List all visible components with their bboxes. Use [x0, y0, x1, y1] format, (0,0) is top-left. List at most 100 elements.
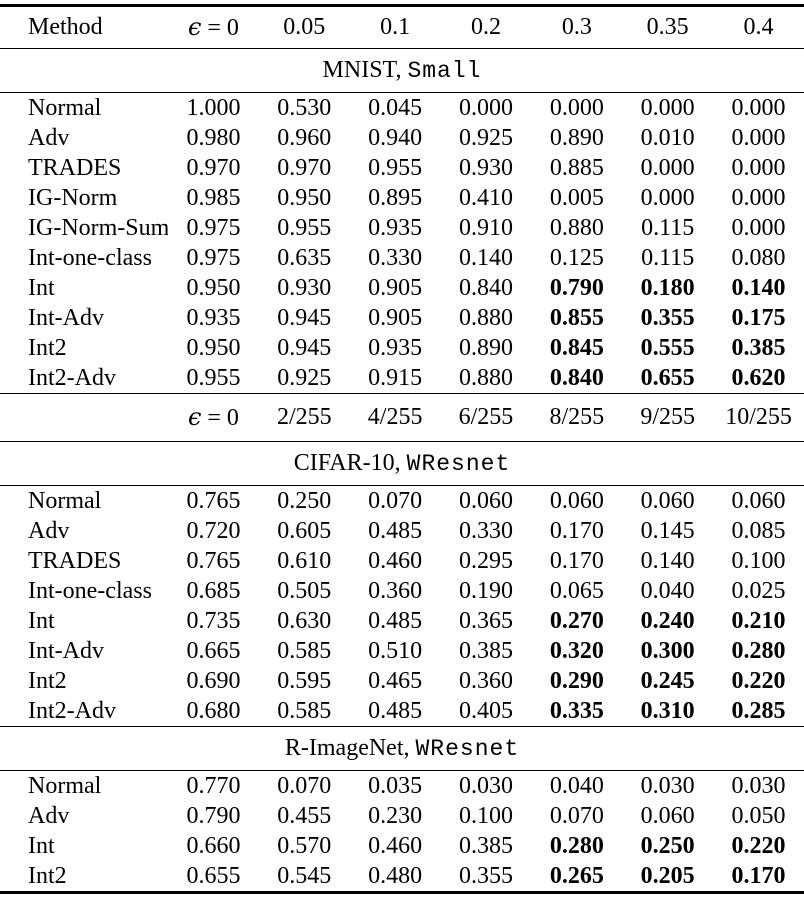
value-cell: 0.635: [277, 244, 332, 271]
table-row: Int 0.660 0.570 0.460 0.385 0.280 0.250 0.220: [0, 831, 804, 861]
epsilon-value: = 0: [201, 15, 239, 41]
epsilon-value: = 0: [201, 405, 239, 431]
table-row: Int-one-class 0.975 0.635 0.330 0.140 0.125 0.…: [0, 243, 804, 273]
value-cell: 0.610: [277, 547, 332, 574]
value-cell: 0.620: [731, 364, 786, 391]
epsilon-symbol: ϵ: [187, 403, 202, 431]
section-title: MNIST, Small: [0, 48, 804, 93]
value-cell: 0.935: [368, 214, 423, 241]
value-cell: 0.545: [277, 862, 332, 889]
value-cell: 0.040: [640, 577, 695, 604]
value-cell: 0.950: [186, 274, 241, 301]
table-row: Int-one-class 0.685 0.505 0.360 0.190 0.065 0.…: [0, 576, 804, 606]
value-cell: 0.385: [458, 832, 513, 859]
value-cell: 0.190: [458, 577, 513, 604]
value-cell: 0.460: [368, 547, 423, 574]
value-cell: 0.460: [368, 832, 423, 859]
section-title-row: MNIST, Small: [0, 48, 804, 93]
value-cell: 0.555: [640, 334, 695, 361]
value-cell: 0.765: [186, 547, 241, 574]
method-cell: TRADES: [28, 547, 122, 574]
header-row-2: ϵ = 0 2/255 4/255 6/255 8/255 9/255 10/255: [0, 393, 804, 442]
header-method-label: [0, 393, 169, 442]
value-cell: 0.280: [731, 637, 786, 664]
value-cell: 0.250: [640, 832, 695, 859]
header-row-1: Method ϵ = 0 0.05 0.1 0.2 0.3 0.35 0.4: [0, 5, 804, 49]
table-row: Adv 0.980 0.960 0.940 0.925 0.890 0.010 0.000: [0, 123, 804, 153]
value-cell: 0.680: [186, 697, 241, 724]
value-cell: 0.030: [640, 772, 695, 799]
value-cell: 0.410: [458, 184, 513, 211]
header-epsilon-col: 0.4: [713, 5, 804, 49]
value-cell: 0.585: [277, 697, 332, 724]
header-method-label: Method: [0, 5, 169, 49]
value-cell: 0.925: [458, 124, 513, 151]
method-cell: Int2: [28, 667, 67, 694]
value-cell: 0.955: [277, 214, 332, 241]
value-cell: 0.665: [186, 637, 241, 664]
value-cell: 0.915: [368, 364, 423, 391]
dataset-name: CIFAR-10,: [293, 450, 401, 476]
value-cell: 0.940: [368, 124, 423, 151]
value-cell: 0.935: [368, 334, 423, 361]
value-cell: 0.145: [640, 517, 695, 544]
value-cell: 0.585: [277, 637, 332, 664]
value-cell: 1.000: [186, 94, 241, 121]
value-cell: 0.690: [186, 667, 241, 694]
section-title: CIFAR-10, WResnet: [0, 441, 804, 486]
value-cell: 0.060: [640, 487, 695, 514]
value-cell: 0.985: [186, 184, 241, 211]
value-cell: 0.660: [186, 832, 241, 859]
value-cell: 0.115: [641, 244, 695, 271]
value-cell: 0.790: [186, 802, 241, 829]
value-cell: 0.180: [640, 274, 695, 301]
value-cell: 0.290: [549, 667, 604, 694]
header-epsilon-col: 0.35: [622, 5, 714, 49]
value-cell: 0.960: [277, 124, 332, 151]
value-cell: 0.765: [186, 487, 241, 514]
value-cell: 0.045: [368, 94, 423, 121]
value-cell: 0.175: [731, 304, 786, 331]
value-cell: 0.220: [731, 832, 786, 859]
value-cell: 0.300: [640, 637, 695, 664]
table-row: IG-Norm 0.985 0.950 0.895 0.410 0.005 0.000 0.0…: [0, 183, 804, 213]
method-cell: Int2-Adv: [28, 697, 116, 724]
value-cell: 0.945: [277, 304, 332, 331]
value-cell: 0.140: [731, 274, 786, 301]
table-body: Method ϵ = 0 0.05 0.1 0.2 0.3 0.35 0.4 MNIST, Sm…: [0, 5, 804, 893]
value-cell: 0.605: [277, 517, 332, 544]
value-cell: 0.245: [640, 667, 695, 694]
table-row: Int2 0.655 0.545 0.480 0.355 0.265 0.205 0.170: [0, 861, 804, 893]
value-cell: 0.930: [277, 274, 332, 301]
value-cell: 0.025: [731, 577, 786, 604]
value-cell: 0.000: [731, 124, 786, 151]
value-cell: 0.330: [368, 244, 423, 271]
method-cell: Adv: [28, 124, 70, 151]
value-cell: 0.265: [549, 862, 604, 889]
value-cell: 0.205: [640, 862, 695, 889]
table-row: TRADES 0.970 0.970 0.955 0.930 0.885 0.000 0.00…: [0, 153, 804, 183]
value-cell: 0.570: [277, 832, 332, 859]
table-row: Int2-Adv 0.680 0.585 0.485 0.405 0.335 0.310 0.…: [0, 696, 804, 727]
table-row: Int2 0.950 0.945 0.935 0.890 0.845 0.555 0.385: [0, 333, 804, 363]
table-row: Adv 0.790 0.455 0.230 0.100 0.070 0.060 0.050: [0, 801, 804, 831]
method-cell: Int2: [28, 334, 67, 361]
table-row: Adv 0.720 0.605 0.485 0.330 0.170 0.145 0.085: [0, 516, 804, 546]
value-cell: 0.975: [186, 244, 241, 271]
value-cell: 0.170: [549, 547, 604, 574]
method-cell: Normal: [28, 487, 102, 514]
value-cell: 0.240: [640, 607, 695, 634]
value-cell: 0.970: [186, 154, 241, 181]
value-cell: 0.000: [640, 154, 695, 181]
value-cell: 0.030: [458, 772, 513, 799]
value-cell: 0.485: [368, 607, 423, 634]
value-cell: 0.320: [549, 637, 604, 664]
value-cell: 0.385: [731, 334, 786, 361]
value-cell: 0.170: [731, 862, 786, 889]
method-cell: Int: [28, 274, 55, 301]
table-row: Int2 0.690 0.595 0.465 0.360 0.290 0.245 0.220: [0, 666, 804, 696]
value-cell: 0.295: [458, 547, 513, 574]
value-cell: 0.880: [549, 214, 604, 241]
value-cell: 0.335: [549, 697, 604, 724]
header-epsilon-col: 6/255: [440, 393, 532, 442]
